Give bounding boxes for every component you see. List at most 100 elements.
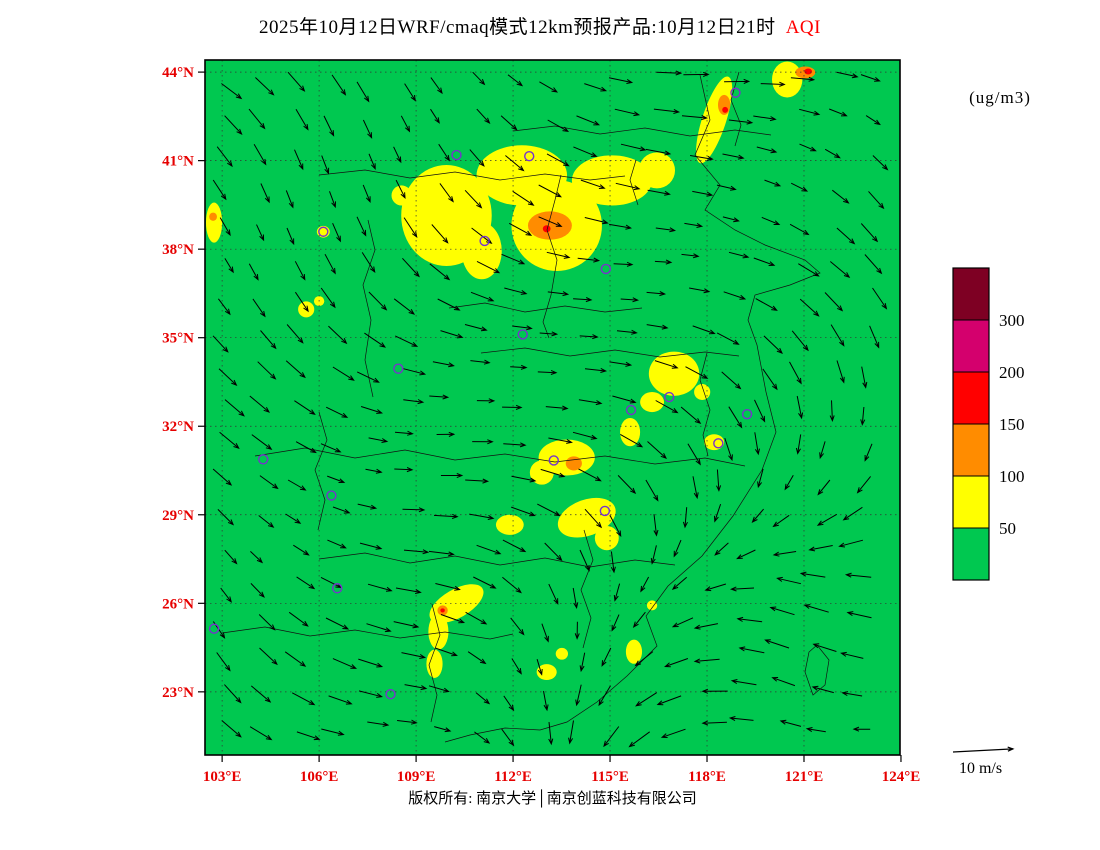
wind-arrow: [685, 366, 709, 379]
wind-arrow: [328, 695, 353, 705]
wind-arrow: [660, 728, 686, 738]
wind-arrow: [250, 551, 264, 564]
province-boundary: [730, 71, 742, 147]
wind-arrow: [692, 190, 714, 197]
wind-arrow: [634, 651, 654, 667]
province-boundary: [542, 174, 562, 339]
wind-arrow: [655, 227, 677, 233]
wind-arrow: [360, 406, 383, 414]
station-markers: [208, 87, 753, 700]
wind-arrow: [575, 684, 582, 707]
wind-arrow: [474, 731, 491, 744]
wind-arrow: [403, 217, 418, 238]
wind-arrow: [751, 508, 764, 524]
wind-arrow: [784, 475, 794, 491]
province-boundary: [428, 603, 441, 723]
wind-arrow: [539, 81, 559, 93]
wind-arrow: [540, 468, 566, 478]
x-tick-label: 103°E: [203, 769, 242, 785]
colorbar-segment-yellow: [952, 475, 990, 529]
wind-arrow: [224, 549, 238, 565]
aqi-patch-yellow: [648, 351, 700, 396]
wind-arrow: [403, 549, 430, 555]
wind-arrow: [628, 731, 650, 748]
wind-arrow: [294, 149, 304, 171]
wind-arrow: [435, 583, 461, 591]
wind-arrow: [395, 587, 422, 594]
wind-arrow: [218, 368, 238, 387]
wind-arrow: [252, 298, 266, 318]
colorbar-label: 200: [999, 363, 1025, 382]
wind-arrow: [249, 395, 271, 413]
y-tick-label: 35°N: [162, 331, 194, 347]
wind-arrow: [795, 434, 802, 455]
wind-arrow: [217, 298, 231, 316]
wind-arrow: [260, 183, 270, 204]
wind-arrow: [650, 545, 657, 565]
station-marker: [326, 490, 337, 501]
wind-arrow: [716, 469, 722, 492]
wind-arrow: [368, 291, 388, 311]
wind-arrow: [722, 216, 740, 223]
wind-arrow: [253, 143, 267, 166]
wind-arrow: [437, 298, 461, 311]
wind-arrow: [860, 223, 879, 243]
aqi-patch-red: [722, 106, 729, 113]
wind-arrow: [692, 476, 699, 500]
wind-arrow: [467, 651, 487, 665]
wind-arrow: [505, 155, 525, 172]
station-marker: [599, 505, 611, 517]
y-tick-label: 32°N: [162, 419, 194, 435]
aqi-patch-yellow: [426, 649, 443, 678]
wind-arrow: [320, 287, 336, 309]
wind-arrow: [321, 155, 330, 175]
station-marker: [730, 87, 741, 98]
wind-arrow: [776, 576, 802, 585]
wind-arrow: [537, 503, 561, 517]
wind-arrow: [476, 108, 491, 124]
wind-arrow: [285, 513, 302, 524]
wind-arrow: [620, 433, 644, 448]
wind-arrow: [538, 216, 563, 227]
wind-arrow: [864, 254, 883, 275]
wind-arrow: [296, 576, 316, 590]
wind-arrow: [680, 406, 702, 425]
wind-arrow: [259, 475, 279, 490]
wind-arrow: [716, 332, 740, 345]
wind-arrow: [358, 658, 384, 668]
wind-arrow: [362, 119, 373, 139]
wind-arrow: [395, 179, 406, 199]
wind-arrow: [291, 692, 316, 706]
wind-arrow: [609, 223, 632, 230]
wind-arrow: [476, 544, 502, 555]
wind-arrow: [512, 325, 533, 331]
wind-arrow: [724, 78, 751, 84]
wind-arrow: [754, 399, 766, 423]
wind-arrow: [716, 184, 737, 191]
wind-arrow: [259, 647, 278, 666]
wind-arrow: [358, 690, 384, 698]
aqi-patch-yellow: [646, 600, 658, 611]
y-tick-label: 29°N: [162, 508, 194, 524]
province-boundary: [512, 125, 772, 137]
wind-arrow: [507, 74, 524, 87]
wind-legend-vector: [952, 746, 1015, 753]
wind-arrow: [394, 467, 414, 473]
wind-arrow: [501, 253, 526, 265]
wind-arrow: [464, 189, 483, 209]
wind-arrow: [470, 359, 491, 365]
wind-arrow: [790, 182, 809, 192]
wind-arrow: [502, 404, 523, 410]
wind-arrow: [578, 468, 602, 482]
wind-arrow: [620, 297, 640, 303]
wind-arrow: [860, 74, 881, 82]
wind-arrow: [572, 587, 579, 610]
wind-arrow: [430, 77, 443, 95]
wind-arrow: [285, 360, 306, 379]
wind-arrow: [510, 617, 525, 636]
wind-arrow: [838, 539, 864, 548]
wind-arrow: [799, 571, 826, 578]
wind-arrow: [476, 260, 501, 274]
wind-arrow: [836, 71, 859, 79]
wind-arrow: [329, 191, 336, 209]
